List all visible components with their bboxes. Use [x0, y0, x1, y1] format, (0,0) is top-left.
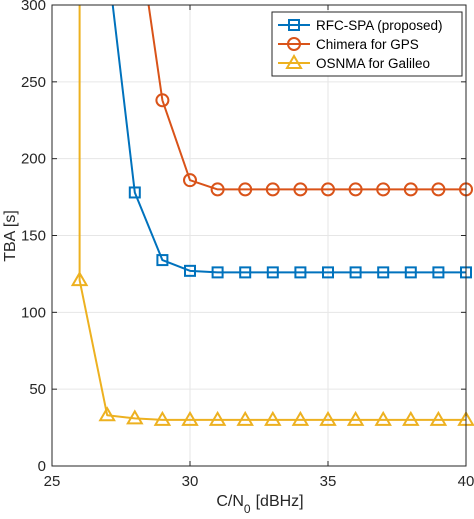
data-point — [291, 410, 310, 426]
x-tick-label: 30 — [182, 473, 199, 490]
data-point — [349, 266, 362, 279]
data-point — [321, 182, 335, 197]
data-point — [155, 93, 170, 108]
data-point — [153, 410, 172, 426]
legend-label: Chimera for GPS — [316, 37, 419, 52]
data-point — [211, 266, 224, 279]
data-point — [322, 266, 334, 279]
legend-item: RFC-SPA (proposed) — [278, 18, 443, 33]
data-point — [429, 410, 448, 426]
data-point — [294, 266, 307, 279]
data-point — [348, 182, 363, 197]
data-point — [236, 410, 254, 426]
data-point — [264, 410, 282, 426]
data-point — [293, 182, 308, 197]
data-point — [374, 410, 392, 426]
series-3 — [70, 5, 474, 426]
series-line — [147, 4, 466, 191]
y-tick-label: 150 — [21, 228, 46, 245]
data-point — [210, 182, 225, 197]
data-point — [98, 406, 116, 422]
data-point — [183, 173, 197, 188]
data-point — [288, 19, 300, 31]
data-point — [156, 254, 169, 267]
data-point — [285, 54, 303, 69]
data-point — [70, 271, 89, 287]
legend-item: Chimera for GPS — [278, 37, 419, 52]
legend-label: RFC-SPA (proposed) — [316, 18, 443, 33]
axes — [51, 4, 467, 467]
data-point — [319, 410, 337, 426]
plot-series — [70, 4, 474, 426]
data-point — [404, 266, 417, 279]
legend-item: OSNMA for Galileo — [278, 54, 430, 71]
data-point — [184, 264, 196, 277]
y-tick-label: 300 — [21, 0, 46, 14]
y-tick-label: 100 — [21, 304, 46, 321]
data-point — [238, 182, 253, 197]
y-tick-label: 200 — [21, 151, 46, 168]
y-axis-label: TBA [s] — [2, 210, 19, 262]
y-tick-label: 250 — [21, 74, 46, 91]
y-tick-label: 0 — [38, 458, 46, 475]
series-2 — [147, 4, 473, 197]
data-point — [239, 266, 252, 279]
x-tick-label: 25 — [44, 473, 61, 490]
legend-label: OSNMA for Galileo — [316, 56, 430, 71]
data-point — [402, 410, 420, 426]
series-1 — [111, 4, 472, 279]
tick-labels: 25 30 35 40 0 50 100 150 200 250 300 — [21, 0, 474, 490]
data-point — [431, 182, 446, 197]
legend: RFC-SPA (proposed) Chimera for GPS OSNMA f… — [271, 11, 463, 77]
x-tick-label: 40 — [458, 473, 474, 490]
data-point — [128, 186, 141, 199]
x-axis-label: C/N0 [dBHz] — [216, 493, 303, 516]
data-point — [376, 182, 391, 197]
data-point — [265, 182, 280, 197]
data-point — [126, 409, 144, 425]
data-point — [208, 410, 227, 426]
data-point — [266, 266, 279, 279]
data-point — [181, 410, 199, 426]
y-tick-label: 50 — [29, 381, 46, 398]
data-point — [287, 37, 301, 51]
data-point — [377, 266, 390, 279]
data-point — [403, 182, 418, 197]
series-line — [78, 5, 466, 421]
data-point — [432, 266, 445, 279]
data-point — [346, 410, 365, 426]
x-tick-label: 35 — [320, 473, 337, 490]
